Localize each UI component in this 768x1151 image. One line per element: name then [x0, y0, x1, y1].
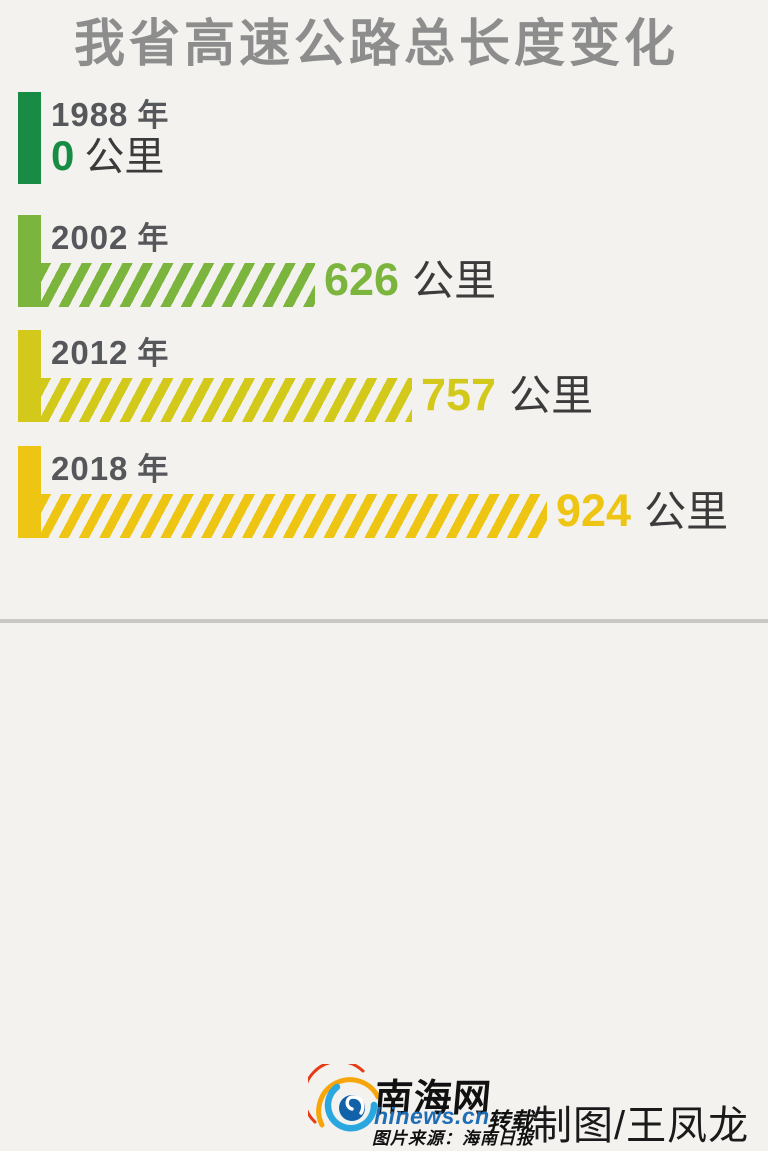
- year-label: 2012 年: [51, 328, 169, 373]
- watermark-footer: 南海网 hinews.cn 转载 制图/王凤龙 图片来源：海南日报: [0, 530, 768, 1148]
- bottom-edge-line: [0, 619, 768, 623]
- year-marker-bar: [18, 92, 41, 184]
- value-number: 0: [51, 132, 75, 179]
- value-number: 626: [324, 254, 400, 305]
- year-unit: 年: [137, 221, 170, 256]
- value-unit: 公里: [412, 257, 497, 304]
- value-unit: 公里: [644, 488, 729, 535]
- value-unit: 公里: [84, 135, 165, 179]
- chart-row-2002: 2002 年 626 公里: [18, 215, 768, 307]
- chart-row-1988: 1988 年 0 公里: [18, 92, 768, 184]
- striped-data-bar: [41, 494, 547, 538]
- source-text: 图片来源：海南日报: [372, 1129, 534, 1148]
- year-label: 1988 年: [51, 90, 169, 135]
- year-value: 1988: [51, 96, 129, 133]
- value-label: 626 公里: [324, 255, 496, 316]
- value-number: 924: [556, 485, 632, 536]
- year-unit: 年: [137, 336, 170, 371]
- chart-row-2012: 2012 年 757 公里: [18, 330, 768, 422]
- value-number: 757: [421, 369, 497, 420]
- year-unit: 年: [137, 98, 170, 133]
- year-value: 2012: [51, 334, 129, 371]
- chart-row-2018: 2018 年 924 公里: [18, 446, 768, 538]
- value-label: 757 公里: [421, 370, 593, 431]
- year-unit: 年: [137, 452, 170, 487]
- year-value: 2002: [51, 219, 129, 256]
- chart-title: 我省高速公路总长度变化: [74, 15, 680, 72]
- year-label: 2002 年: [51, 213, 169, 258]
- value-unit: 公里: [509, 372, 594, 419]
- striped-data-bar: [41, 263, 315, 307]
- year-value: 2018: [51, 450, 129, 487]
- credit-text: 制图/王凤龙: [532, 1104, 750, 1148]
- year-marker-bar: [18, 446, 41, 538]
- striped-data-bar: [41, 378, 412, 422]
- year-marker-bar: [18, 215, 41, 307]
- value-label: 0 公里: [51, 132, 164, 190]
- value-label: 924 公里: [556, 486, 728, 547]
- year-label: 2018 年: [51, 444, 169, 489]
- year-marker-bar: [18, 330, 41, 422]
